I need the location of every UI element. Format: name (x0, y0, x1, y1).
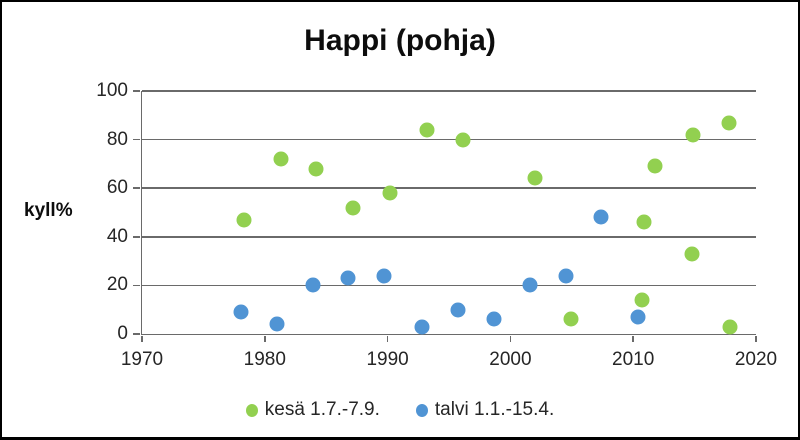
data-point-series-2 (630, 309, 646, 325)
data-point-series-1 (636, 214, 652, 230)
data-point-series-1 (647, 158, 663, 174)
data-point-series-2 (414, 319, 430, 335)
data-point-series-1 (273, 151, 289, 167)
data-point-series-1 (527, 170, 543, 186)
data-point-series-2 (486, 311, 502, 327)
data-point-series-2 (522, 277, 538, 293)
gridline (142, 138, 756, 141)
gridline (142, 90, 756, 92)
data-point-series-1 (455, 132, 470, 148)
x-axis-tick (141, 336, 143, 342)
legend-label: talvi 1.1.-15.4. (434, 399, 555, 420)
y-tick-label: 100 (96, 80, 128, 101)
y-tick-label: 60 (106, 177, 128, 199)
legend: kesä 1.7.-7.9. talvi 1.1.-15.4. (2, 397, 798, 423)
data-point-series-1 (684, 246, 700, 262)
y-axis-tick (133, 90, 140, 92)
data-point-series-1 (721, 115, 737, 131)
legend-item-2: talvi 1.1.-15.4. (415, 399, 555, 421)
x-tick-label: 1980 (243, 349, 286, 370)
data-point-series-2 (593, 209, 609, 225)
legend-item-1: kesä 1.7.-7.9. (245, 399, 380, 421)
data-point-series-1 (419, 122, 435, 138)
data-point-series-1 (308, 161, 324, 177)
data-point-series-1 (345, 200, 361, 216)
gridline (142, 187, 756, 189)
x-tick-label: 1990 (366, 349, 409, 370)
data-point-series-1 (722, 319, 738, 335)
data-point-series-2 (558, 268, 574, 284)
data-point-series-1 (563, 311, 579, 327)
legend-label: kesä 1.7.-7.9. (264, 399, 380, 420)
x-tick-label: 2010 (612, 349, 655, 370)
x-tick-label: 2000 (489, 349, 532, 370)
y-axis-tick (133, 333, 140, 335)
chart-title: Happi (pohja) (304, 24, 496, 57)
data-point-series-2 (305, 277, 321, 293)
legend-marker-icon (245, 403, 258, 417)
y-tick-label: 20 (106, 274, 128, 296)
plot-area: 0 20 40 60 80 100 1970 1980 1990 2000 2010 2020 (96, 81, 777, 371)
data-point-series-1 (382, 185, 398, 201)
data-point-series-2 (340, 270, 356, 286)
y-axis-tick (133, 138, 140, 141)
x-axis-tick (632, 336, 634, 342)
y-tick-label: 80 (106, 128, 128, 150)
y-axis-label: kyll% (24, 200, 73, 221)
x-tick-label: 1970 (120, 349, 164, 370)
gridline (142, 236, 756, 238)
y-axis-tick (133, 236, 140, 238)
x-axis-tick (386, 336, 389, 342)
y-tick-label: 40 (106, 225, 128, 247)
x-axis-tick (264, 336, 266, 342)
data-point-series-1 (685, 127, 701, 143)
gridline (142, 284, 756, 287)
x-tick-label: 2020 (734, 349, 778, 370)
legend-marker-icon (415, 403, 428, 417)
data-point-series-2 (376, 268, 392, 284)
x-axis-tick (509, 336, 512, 342)
y-tick-label: 0 (117, 323, 128, 344)
data-point-series-2 (450, 302, 466, 318)
data-point-series-1 (236, 212, 252, 228)
x-axis-tick (755, 336, 757, 342)
data-point-series-1 (634, 292, 650, 308)
y-axis-tick (133, 187, 140, 189)
data-point-series-2 (269, 316, 285, 332)
y-axis-tick (133, 284, 140, 287)
data-point-series-2 (233, 304, 249, 320)
